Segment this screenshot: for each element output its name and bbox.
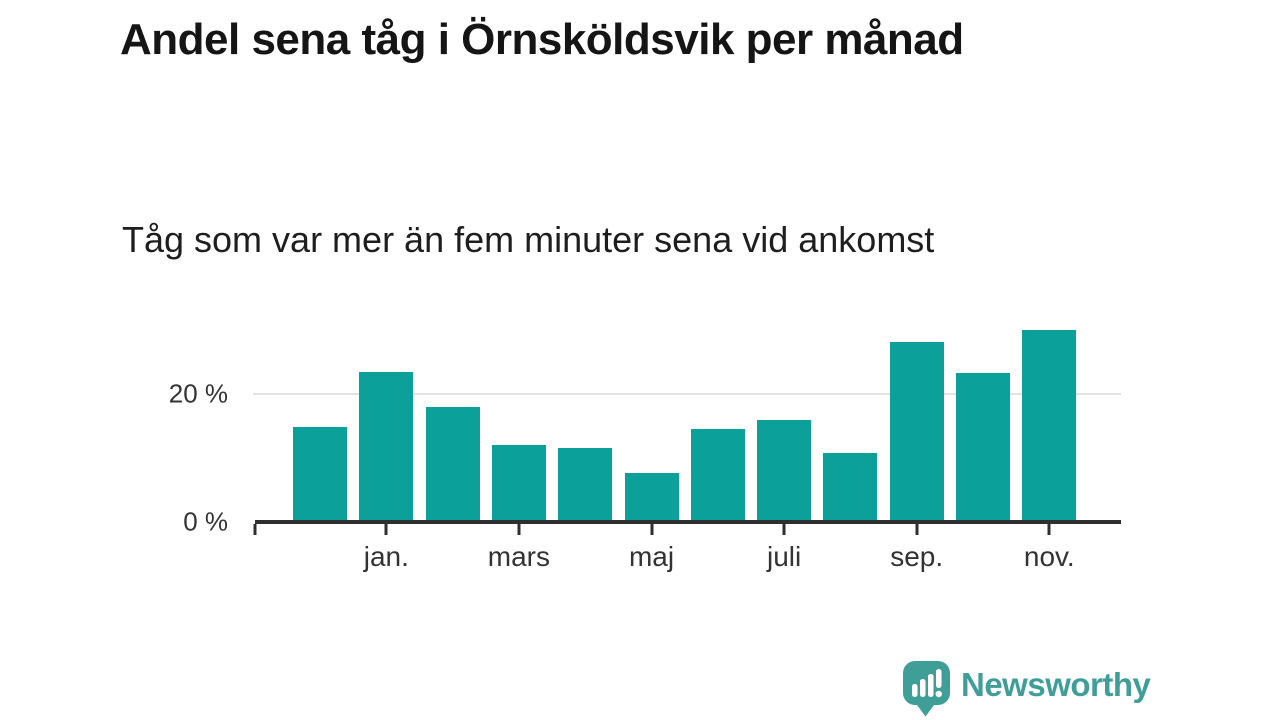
chart-title: Andel sena tåg i Örnsköldsvik per månad — [120, 15, 964, 64]
bar-dec. — [293, 427, 347, 522]
x-axis-line — [255, 520, 1121, 524]
newsworthy-logo-text: Newsworthy — [961, 665, 1151, 703]
newsworthy-logo-icon — [903, 661, 950, 717]
x-axis-tick-mars — [517, 524, 521, 535]
bar-apr. — [558, 448, 613, 522]
x-axis-tick-maj — [650, 524, 653, 535]
bar-mars — [491, 445, 546, 522]
bar-jan. — [359, 372, 414, 522]
gridline-20 — [253, 393, 1121, 395]
x-axis-label-jan.: jan. — [363, 541, 409, 572]
bar-chart-plot-area: jan. mars maj juli sep. nov. — [253, 330, 1121, 572]
x-axis-label-juli: juli — [766, 541, 802, 572]
chart-subtitle: Tåg som var mer än fem minuter sena vid … — [122, 219, 935, 260]
y-axis-label-0: 0 % — [183, 506, 228, 537]
x-axis-tick-juli — [782, 524, 786, 535]
y-axis-label-20: 20 % — [168, 378, 228, 409]
bar-aug. — [823, 453, 878, 522]
x-axis-tick-jan. — [384, 524, 388, 535]
x-axis-tick-nov. — [1047, 524, 1051, 535]
bar-feb. — [425, 407, 480, 522]
bar-okt. — [956, 373, 1010, 522]
bar-maj — [624, 473, 679, 522]
bar-juli — [757, 420, 812, 522]
x-axis-label-mars: mars — [487, 541, 551, 572]
newsworthy-logo: Newsworthy — [903, 660, 1151, 718]
x-axis-tick-sep. — [915, 524, 919, 535]
bar-nov. — [1022, 330, 1077, 522]
x-axis-label-nov.: nov. — [1023, 541, 1075, 572]
x-axis-edge-tick — [253, 524, 257, 535]
bar-sep. — [889, 342, 944, 522]
x-axis-label-maj: maj — [628, 541, 675, 572]
x-axis-label-sep.: sep. — [890, 541, 944, 572]
bar-juni — [690, 429, 745, 522]
